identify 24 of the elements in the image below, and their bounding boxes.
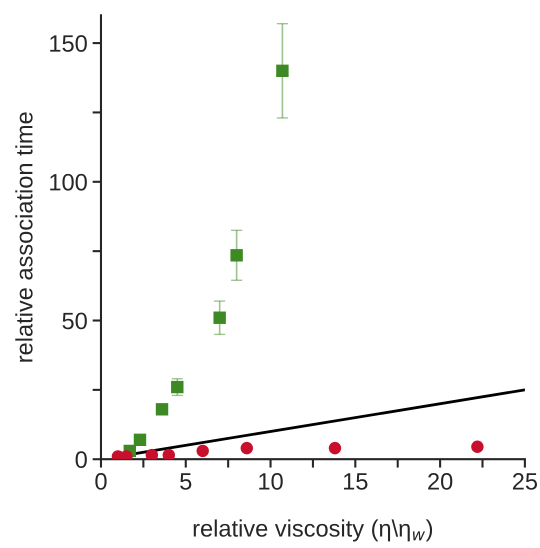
- point: [196, 444, 209, 458]
- point: [230, 249, 243, 262]
- x-tick-label: 20: [428, 473, 452, 490]
- point: [156, 403, 168, 416]
- x-tick-label: 5: [180, 473, 192, 490]
- x-tick-label: 25: [512, 473, 538, 490]
- point: [328, 442, 342, 454]
- point: [213, 312, 226, 324]
- x-tick-label: 15: [344, 473, 368, 490]
- y-axis-title: relative association time: [15, 112, 33, 362]
- point: [162, 448, 176, 460]
- y-tick-label: 50: [62, 312, 87, 330]
- y-tick-label: 100: [50, 174, 87, 191]
- x-tick-label: 10: [259, 473, 283, 490]
- y-tick-label: 0: [76, 451, 87, 468]
- point: [171, 380, 184, 394]
- point: [134, 434, 146, 446]
- x-axis-title: relative viscosity (η\η$_{w}$): [194, 519, 432, 542]
- point: [471, 440, 484, 453]
- point: [146, 448, 158, 460]
- point: [276, 64, 289, 78]
- y-tick-label: 150: [50, 35, 87, 52]
- x-tick-label: 0: [95, 473, 107, 490]
- point: [240, 442, 254, 454]
